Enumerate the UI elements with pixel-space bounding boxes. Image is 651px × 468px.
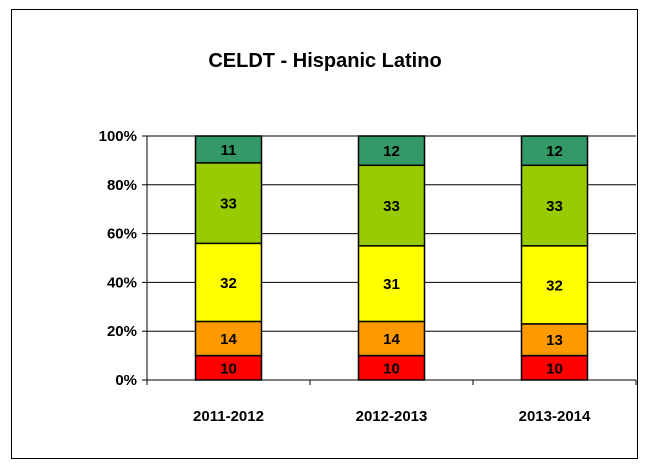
data-label: 12 bbox=[383, 143, 400, 160]
data-label: 10 bbox=[546, 360, 563, 377]
bar-segment bbox=[520, 135, 589, 167]
data-label: 11 bbox=[221, 142, 237, 159]
y-tick-label: 0% bbox=[115, 372, 137, 389]
data-label: 13 bbox=[546, 332, 563, 349]
data-label: 33 bbox=[546, 198, 563, 215]
data-label: 33 bbox=[220, 196, 237, 213]
data-label: 32 bbox=[220, 275, 237, 292]
bar-segment bbox=[194, 354, 263, 381]
bar-segment bbox=[357, 245, 426, 323]
category-label: 2012-2013 bbox=[356, 408, 428, 425]
data-label: 10 bbox=[220, 360, 237, 377]
data-label: 14 bbox=[383, 331, 400, 348]
data-label: 32 bbox=[546, 277, 563, 294]
bars bbox=[194, 135, 589, 381]
bar-segment bbox=[520, 323, 589, 357]
y-tick-label: 40% bbox=[107, 274, 137, 291]
category-label: 2013-2014 bbox=[519, 408, 591, 425]
bar-segment bbox=[520, 245, 589, 325]
data-label: 14 bbox=[220, 331, 237, 348]
bar-segment bbox=[357, 135, 426, 167]
bar-segment bbox=[194, 320, 263, 357]
data-label: 12 bbox=[546, 143, 563, 160]
chart-title: CELDT - Hispanic Latino bbox=[208, 50, 441, 72]
y-tick-label: 80% bbox=[107, 177, 137, 194]
bar-segment bbox=[520, 164, 589, 247]
category-label: 2011-2012 bbox=[193, 408, 264, 425]
data-label: 33 bbox=[383, 198, 400, 215]
y-tick-label: 100% bbox=[99, 128, 137, 145]
bar-segment bbox=[357, 164, 426, 247]
data-label: 10 bbox=[383, 360, 400, 377]
y-tick-label: 60% bbox=[107, 226, 137, 243]
y-tick-label: 20% bbox=[107, 323, 137, 340]
chart-area: CELDT - Hispanic Latino 0% 20% 40% 60% 80% 10… bbox=[11, 9, 638, 459]
bar-segment bbox=[194, 135, 263, 164]
axes: 0% 20% 40% 60% 80% 100% 2011-2012 2012-2013 2013… bbox=[99, 128, 637, 425]
data-labels: 10 14 32 33 11 10 14 31 33 12 10 13 32 33 12 bbox=[220, 142, 563, 377]
data-label: 31 bbox=[383, 276, 400, 293]
stacked-bar-chart: CELDT - Hispanic Latino 0% 20% 40% 60% 80% 10… bbox=[99, 50, 637, 425]
